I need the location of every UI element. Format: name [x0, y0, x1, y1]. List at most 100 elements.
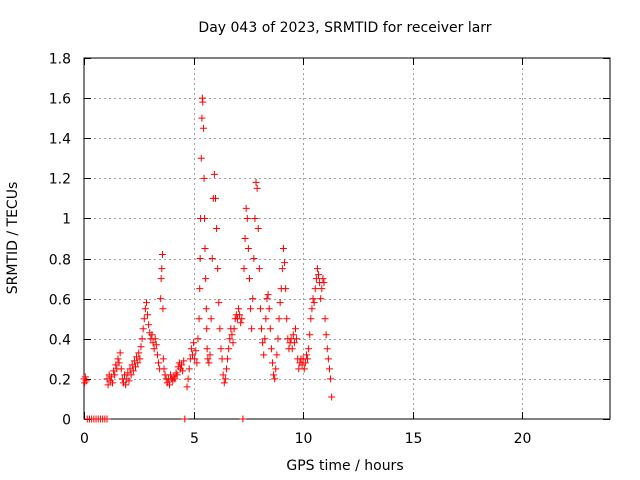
data-point [259, 339, 267, 347]
x-axis-label: GPS time / hours [286, 458, 403, 474]
data-point [242, 204, 250, 212]
data-point [204, 355, 212, 363]
data-point [315, 271, 323, 279]
data-point [219, 371, 227, 379]
data-point [208, 255, 216, 263]
data-point [249, 295, 257, 303]
grid-lines [84, 58, 610, 419]
data-point [290, 339, 298, 347]
data-point [159, 305, 167, 313]
data-point [194, 335, 202, 343]
data-point [199, 98, 207, 106]
data-point [144, 311, 152, 319]
data-point [122, 381, 130, 389]
data-point [229, 339, 237, 347]
data-point [135, 349, 143, 357]
x-tick-label: 15 [405, 431, 423, 447]
data-point [275, 315, 283, 323]
data-point [216, 325, 224, 333]
data-point [291, 325, 299, 333]
data-point [261, 335, 269, 343]
data-point [266, 325, 274, 333]
data-point [319, 275, 327, 283]
data-point [199, 124, 207, 132]
data-point [201, 214, 209, 222]
data-point [197, 154, 205, 162]
data-point [272, 365, 280, 373]
y-tick-label: 1.2 [49, 172, 71, 188]
data-point [180, 357, 188, 365]
y-tick-label: 0.6 [49, 293, 71, 309]
data-point [325, 365, 333, 373]
data-point [318, 285, 326, 293]
data-point [288, 345, 296, 353]
data-point [203, 325, 211, 333]
y-tick-label: 1.6 [49, 92, 71, 108]
data-point [185, 365, 193, 373]
plot-frame [83, 57, 611, 420]
data-point [236, 311, 244, 319]
data-point [230, 325, 238, 333]
data-point [220, 379, 228, 387]
data-point [148, 331, 156, 339]
data-point [252, 178, 260, 186]
data-point [247, 305, 255, 313]
data-point [142, 299, 150, 307]
data-point [254, 224, 262, 232]
data-point [158, 265, 166, 273]
data-point [222, 365, 230, 373]
data-point [263, 295, 271, 303]
data-point [304, 355, 312, 363]
data-point [264, 291, 272, 299]
data-point [203, 345, 211, 353]
data-point [114, 355, 122, 363]
data-point [267, 345, 275, 353]
data-point [305, 345, 313, 353]
y-tick-label: 0.4 [49, 333, 71, 349]
data-point [195, 315, 203, 323]
data-point [214, 265, 222, 273]
data-point [137, 343, 145, 351]
data-point [311, 285, 319, 293]
data-point [251, 214, 259, 222]
data-point [276, 299, 284, 307]
data-point [196, 285, 204, 293]
data-point [207, 315, 215, 323]
data-point [250, 255, 258, 263]
data-point [327, 375, 335, 383]
data-point [322, 331, 330, 339]
data-point [228, 331, 236, 339]
data-point [159, 355, 167, 363]
data-point [116, 349, 124, 357]
data-point [278, 265, 286, 273]
data-point [125, 377, 133, 385]
data-point [171, 375, 179, 383]
data-point [183, 383, 191, 391]
data-point [184, 375, 192, 383]
data-point [155, 359, 163, 367]
data-point [157, 295, 165, 303]
data-point [310, 299, 318, 307]
data-point [224, 355, 232, 363]
data-point [302, 351, 310, 359]
axis-ticks [84, 58, 610, 420]
data-point [132, 363, 140, 371]
data-point [306, 331, 314, 339]
y-tick-label: 0.2 [49, 373, 71, 389]
data-point [241, 235, 249, 242]
data-point [117, 365, 125, 373]
data-point [273, 351, 281, 359]
data-point [300, 365, 308, 373]
y-tick-label: 1.4 [49, 132, 71, 148]
data-point [253, 184, 261, 192]
data-point [179, 367, 187, 375]
data-point [279, 245, 287, 253]
data-point [243, 214, 251, 222]
data-point [145, 321, 153, 329]
data-point [190, 339, 198, 347]
data-point [239, 415, 247, 423]
data-point [198, 114, 206, 122]
x-tick-label: 20 [514, 431, 532, 447]
data-point [321, 315, 329, 323]
axis-tick-labels: 0 0.2 0.4 0.6 0.8 1 1.2 1.4 1.6 1.8 0 5 10 15 20 [49, 52, 532, 448]
